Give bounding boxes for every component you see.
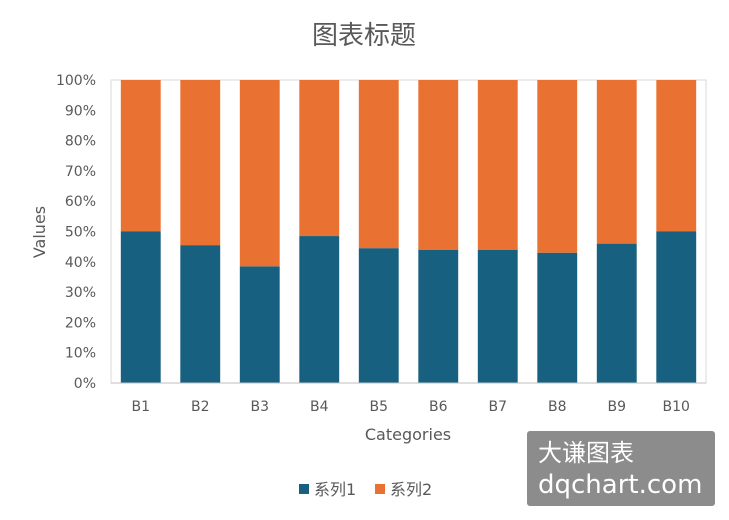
x-tick-label: B8 — [548, 399, 567, 415]
bar-series-1-b2 — [180, 245, 221, 383]
bar-series-2-b3 — [239, 80, 280, 267]
y-ticks: 0% 10% 20% 30% 40% 50% 60% 70% 80% 90% 100% — [56, 73, 96, 392]
bar-series-2-b4 — [299, 80, 340, 237]
x-ticks: B1 B2 B3 B4 B5 B6 B7 B8 B9 B10 — [131, 399, 689, 415]
bar-series-2-b6 — [418, 80, 459, 250]
legend-swatch-series-2 — [375, 484, 385, 494]
y-tick-label: 60% — [65, 194, 96, 210]
y-axis-title: Values — [30, 206, 49, 258]
bar-series-1-b10 — [656, 231, 697, 383]
chart-title: 图表标题 — [312, 21, 416, 51]
x-tick-label: B2 — [191, 399, 210, 415]
watermark-line-1: 大谦图表 — [538, 439, 634, 467]
bar-series-1-b3 — [239, 266, 280, 383]
x-tick-label: B10 — [663, 399, 690, 415]
legend-label-series-1: 系列1 — [314, 480, 356, 499]
watermark-line-2: dqchart.com — [538, 470, 702, 500]
x-tick-label: B3 — [250, 399, 269, 415]
y-tick-label: 50% — [65, 225, 96, 241]
bars-group — [120, 80, 697, 383]
bar-series-1-b9 — [596, 243, 637, 383]
bar-series-1-b4 — [299, 236, 340, 383]
x-tick-label: B1 — [131, 399, 150, 415]
bar-series-2-b9 — [596, 80, 637, 244]
y-tick-label: 10% — [65, 346, 96, 362]
x-axis-title: Categories — [365, 425, 451, 444]
y-tick-label: 40% — [65, 255, 96, 271]
bar-series-2-b8 — [537, 80, 578, 253]
legend-swatch-series-1 — [299, 484, 309, 494]
bar-series-1-b7 — [477, 249, 518, 383]
x-tick-label: B9 — [607, 399, 626, 415]
x-tick-label: B5 — [369, 399, 388, 415]
x-tick-label: B4 — [310, 399, 329, 415]
bar-series-2-b1 — [120, 80, 161, 232]
x-tick-label: B7 — [488, 399, 507, 415]
bar-series-1-b1 — [120, 231, 161, 383]
watermark: 大谦图表 dqchart.com — [527, 431, 715, 506]
legend: 系列1 系列2 — [299, 480, 432, 499]
y-tick-label: 20% — [65, 315, 96, 331]
y-tick-label: 0% — [74, 376, 96, 392]
bar-series-2-b2 — [180, 80, 221, 246]
y-tick-label: 90% — [65, 103, 96, 119]
y-tick-label: 70% — [65, 164, 96, 180]
y-tick-label: 100% — [56, 73, 96, 89]
x-tick-label: B6 — [429, 399, 448, 415]
bar-series-1-b6 — [418, 249, 459, 383]
bar-series-2-b7 — [477, 80, 518, 250]
bar-series-1-b8 — [537, 252, 578, 383]
y-tick-label: 30% — [65, 285, 96, 301]
bar-series-2-b10 — [656, 80, 697, 232]
watermark-background — [527, 431, 715, 506]
bar-series-1-b5 — [358, 248, 399, 383]
bar-series-2-b5 — [358, 80, 399, 249]
legend-label-series-2: 系列2 — [390, 480, 432, 499]
y-tick-label: 80% — [65, 134, 96, 150]
